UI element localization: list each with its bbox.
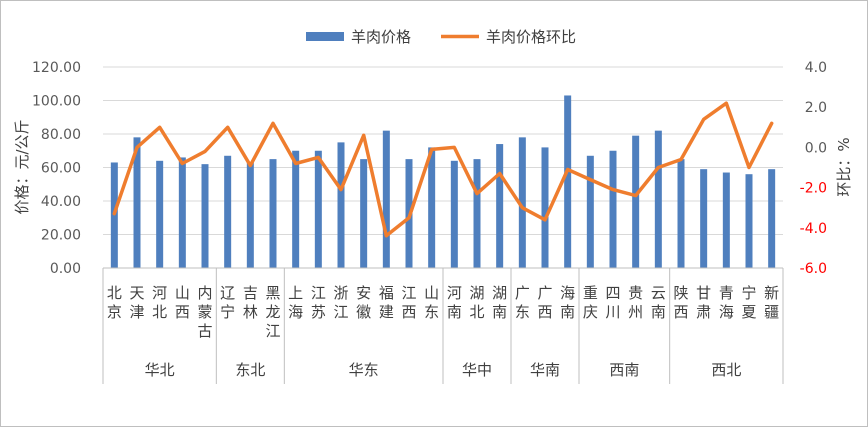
bar-四川	[610, 151, 617, 268]
legend-bar-swatch	[306, 32, 344, 41]
category-label: 上海	[288, 284, 303, 321]
y-right-tick-label: -4.0	[800, 221, 827, 237]
bar-陕西	[678, 159, 685, 268]
y-right-tick-label: 4.0	[805, 60, 827, 76]
bar-甘肃	[700, 169, 707, 268]
category-label: 河北	[152, 284, 167, 321]
bar-上海	[292, 151, 299, 268]
bar-广西	[542, 147, 549, 268]
category-label: 重庆	[583, 284, 598, 321]
category-label: 山西	[175, 284, 190, 321]
y-right-tick-label: -6.0	[800, 261, 827, 277]
line-series	[114, 103, 772, 236]
legend-bar-label: 羊肉价格	[351, 28, 411, 46]
bar-河南	[451, 161, 458, 268]
bar-宁夏	[746, 174, 753, 268]
y-left-tick-label: 100.00	[32, 94, 81, 110]
legend-line-label: 羊肉价格环比	[486, 28, 576, 46]
bar-河北	[156, 161, 163, 268]
category-label: 湖北	[469, 284, 484, 321]
category-label: 辽宁	[220, 284, 235, 321]
category-label: 贵州	[628, 284, 643, 321]
category-label: 安徽	[356, 284, 371, 321]
bar-山东	[428, 147, 435, 268]
category-label: 北京	[107, 284, 122, 321]
category-label: 山东	[424, 284, 439, 321]
bar-贵州	[632, 136, 639, 268]
bar-青海	[723, 173, 730, 268]
y-left-tick-label: 60.00	[41, 161, 81, 177]
bar-黑龙江	[270, 159, 277, 268]
bar-湖南	[496, 144, 503, 268]
group-label: 华中	[462, 361, 492, 379]
category-label: 青海	[719, 284, 734, 321]
group-label: 华东	[349, 361, 379, 379]
category-label: 吉林	[243, 284, 258, 321]
group-label: 西北	[711, 361, 741, 379]
legend: 羊肉价格 羊肉价格环比	[306, 28, 576, 46]
bar-series	[111, 95, 775, 268]
category-label: 广西	[537, 284, 552, 321]
category-label: 海南	[560, 284, 575, 321]
group-label: 西南	[609, 361, 639, 379]
category-label: 广东	[515, 284, 530, 321]
y-right-tick-label: -2.0	[800, 181, 827, 197]
bar-浙江	[338, 142, 345, 268]
bar-湖北	[474, 159, 481, 268]
y-left-tick-label: 80.00	[41, 127, 81, 143]
category-label: 江苏	[311, 284, 326, 321]
group-label: 华北	[145, 361, 175, 379]
bar-安徽	[360, 159, 367, 268]
category-label: 云南	[651, 284, 666, 321]
category-label: 宁夏	[741, 284, 756, 321]
bar-云南	[655, 131, 662, 268]
y-left-tick-label: 40.00	[41, 194, 81, 210]
bar-新疆	[768, 169, 775, 268]
category-label: 浙江	[333, 284, 348, 321]
category-label: 新疆	[764, 284, 779, 321]
bar-江苏	[315, 151, 322, 268]
group-label: 东北	[235, 361, 265, 379]
category-label: 甘肃	[696, 284, 711, 321]
category-label: 天津	[129, 284, 144, 321]
y-left-tick-label: 0.00	[50, 261, 81, 277]
bar-辽宁	[224, 156, 231, 268]
category-label: 江西	[401, 284, 416, 321]
y-right-tick-label: 2.0	[805, 100, 827, 116]
bar-重庆	[587, 156, 594, 268]
line-series-path	[114, 103, 771, 236]
category-label: 湖南	[492, 284, 507, 321]
y-left-tick-label: 20.00	[41, 228, 81, 244]
y-left-tick-label: 120.00	[32, 60, 81, 76]
bar-吉林	[247, 162, 254, 268]
bar-山西	[179, 157, 186, 268]
y-right-tick-label: 0.0	[805, 140, 827, 156]
bar-海南	[564, 95, 571, 268]
category-label: 四川	[605, 284, 620, 321]
category-label: 黑龙江	[265, 284, 280, 340]
category-label: 河南	[447, 284, 462, 321]
category-label: 福建	[379, 284, 394, 321]
bar-内蒙古	[202, 164, 209, 268]
y-axis-left-label: 价格：元/公斤	[13, 119, 31, 214]
group-label: 华南	[530, 361, 560, 379]
bar-福建	[383, 131, 390, 268]
category-label: 陕西	[673, 284, 688, 321]
category-label: 内蒙古	[197, 284, 212, 340]
y-axis-right-label: 环比：%	[835, 137, 853, 196]
